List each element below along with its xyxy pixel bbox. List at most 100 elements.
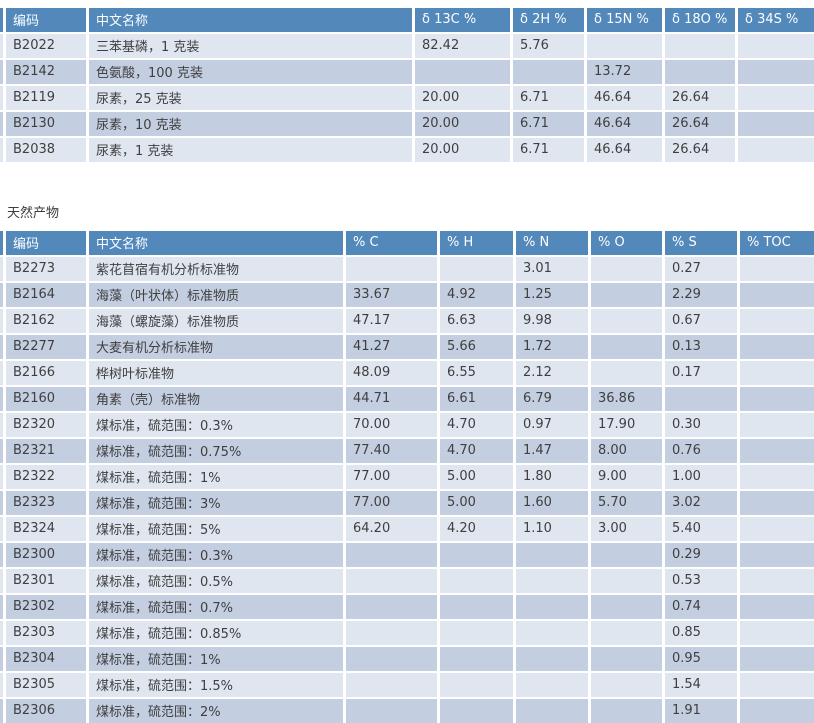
value-cell: [440, 595, 516, 621]
value-cell: [740, 595, 814, 621]
value-cell: 0.30: [665, 413, 740, 439]
value-cell: 26.64: [665, 86, 738, 112]
code-cell: B2302: [6, 595, 89, 621]
code-cell: B2300: [6, 543, 89, 569]
value-cell: [738, 112, 814, 138]
value-cell: 48.09: [346, 361, 440, 387]
name-cell: 煤标准，硫范围：3%: [89, 491, 346, 517]
table-row: B2304 煤标准，硫范围：1% 0.95: [0, 647, 814, 673]
value-cell: [591, 335, 665, 361]
value-cell: 6.71: [513, 86, 587, 112]
value-cell: 1.54: [665, 673, 740, 699]
value-cell: [516, 569, 591, 595]
value-cell: [516, 673, 591, 699]
value-cell: 3.01: [516, 257, 591, 283]
table-row: B2142 色氨酸，100 克装 13.72: [0, 60, 814, 86]
value-cell: 20.00: [415, 112, 513, 138]
value-cell: 77.00: [346, 491, 440, 517]
table-row: B2038 尿素，1 克装 20.00 6.71 46.64 26.64: [0, 138, 814, 164]
table-left-cut-edge: [0, 465, 6, 491]
value-cell: [440, 543, 516, 569]
table-row: B2323 煤标准，硫范围：3% 77.00 5.00 1.60 5.70 3.02: [0, 491, 814, 517]
code-cell: B2305: [6, 673, 89, 699]
value-cell: 41.27: [346, 335, 440, 361]
code-cell: B2323: [6, 491, 89, 517]
value-cell: 44.71: [346, 387, 440, 413]
header-row: 编码 中文名称 δ 13C % δ 2H % δ 15N % δ 18O % δ 34S %: [0, 8, 814, 34]
value-cell: 20.00: [415, 138, 513, 164]
name-cell: 紫花苜宿有机分析标准物: [89, 257, 346, 283]
value-cell: [516, 543, 591, 569]
value-cell: 1.60: [516, 491, 591, 517]
name-cell: 色氨酸，100 克装: [89, 60, 415, 86]
table-row: B2277 大麦有机分析标准物 41.27 5.66 1.72 0.13: [0, 335, 814, 361]
value-cell: 1.25: [516, 283, 591, 309]
value-cell: 1.72: [516, 335, 591, 361]
isotope-standards-table: 编码 中文名称 δ 13C % δ 2H % δ 15N % δ 18O % δ 34S %…: [0, 8, 814, 164]
value-cell: 33.67: [346, 283, 440, 309]
table-row: B2119 尿素，25 克装 20.00 6.71 46.64 26.64: [0, 86, 814, 112]
table-row: B2305 煤标准，硫范围：1.5% 1.54: [0, 673, 814, 699]
column-header: δ 2H %: [513, 8, 587, 34]
name-cell: 尿素，10 克装: [89, 112, 415, 138]
value-cell: 46.64: [587, 86, 665, 112]
column-header: 中文名称: [89, 231, 346, 257]
name-cell: 海藻（螺旋藻）标准物质: [89, 309, 346, 335]
code-cell: B2277: [6, 335, 89, 361]
table-left-cut-edge: [0, 699, 6, 723]
value-cell: [738, 86, 814, 112]
value-cell: [346, 569, 440, 595]
table-left-cut-edge: [0, 8, 6, 34]
name-cell: 尿素，25 克装: [89, 86, 415, 112]
table-left-cut-edge: [0, 439, 6, 465]
table-left-cut-edge: [0, 231, 6, 257]
value-cell: [740, 543, 814, 569]
value-cell: 0.74: [665, 595, 740, 621]
table-left-cut-edge: [0, 387, 6, 413]
value-cell: [346, 595, 440, 621]
value-cell: 3.02: [665, 491, 740, 517]
code-cell: B2164: [6, 283, 89, 309]
value-cell: 4.20: [440, 517, 516, 543]
value-cell: 1.91: [665, 699, 740, 723]
table-row: B2306 煤标准，硫范围：2% 1.91: [0, 699, 814, 723]
name-cell: 三苯基磷，1 克装: [89, 34, 415, 60]
value-cell: 36.86: [591, 387, 665, 413]
value-cell: [516, 621, 591, 647]
value-cell: [346, 699, 440, 723]
value-cell: 6.71: [513, 112, 587, 138]
value-cell: 6.79: [516, 387, 591, 413]
value-cell: [665, 387, 740, 413]
value-cell: 0.67: [665, 309, 740, 335]
code-cell: B2142: [6, 60, 89, 86]
code-cell: B2306: [6, 699, 89, 723]
table-left-cut-edge: [0, 673, 6, 699]
table-left-cut-edge: [0, 491, 6, 517]
value-cell: [738, 138, 814, 164]
value-cell: [591, 569, 665, 595]
value-cell: [591, 361, 665, 387]
natural-products-table: 编码 中文名称% C% H% N% O% S% TOC B2273 紫花苜宿有机分析…: [0, 231, 814, 723]
name-cell: 角素（壳）标准物: [89, 387, 346, 413]
name-cell: 煤标准，硫范围：0.75%: [89, 439, 346, 465]
value-cell: [591, 257, 665, 283]
table-left-cut-edge: [0, 309, 6, 335]
value-cell: [587, 34, 665, 60]
column-header: % N: [516, 231, 591, 257]
section-label: 天然产物: [7, 206, 60, 221]
value-cell: 70.00: [346, 413, 440, 439]
value-cell: 6.61: [440, 387, 516, 413]
table-row: B2303 煤标准，硫范围：0.85% 0.85: [0, 621, 814, 647]
column-header: % TOC: [740, 231, 814, 257]
code-cell: B2166: [6, 361, 89, 387]
value-cell: [740, 517, 814, 543]
value-cell: 0.85: [665, 621, 740, 647]
value-cell: [740, 283, 814, 309]
code-cell: B2301: [6, 569, 89, 595]
value-cell: [440, 621, 516, 647]
name-cell: 煤标准，硫范围：2%: [89, 699, 346, 723]
value-cell: 6.55: [440, 361, 516, 387]
name-cell: 煤标准，硫范围：5%: [89, 517, 346, 543]
table-row: B2166 桦树叶标准物 48.09 6.55 2.12 0.17: [0, 361, 814, 387]
value-cell: 0.76: [665, 439, 740, 465]
